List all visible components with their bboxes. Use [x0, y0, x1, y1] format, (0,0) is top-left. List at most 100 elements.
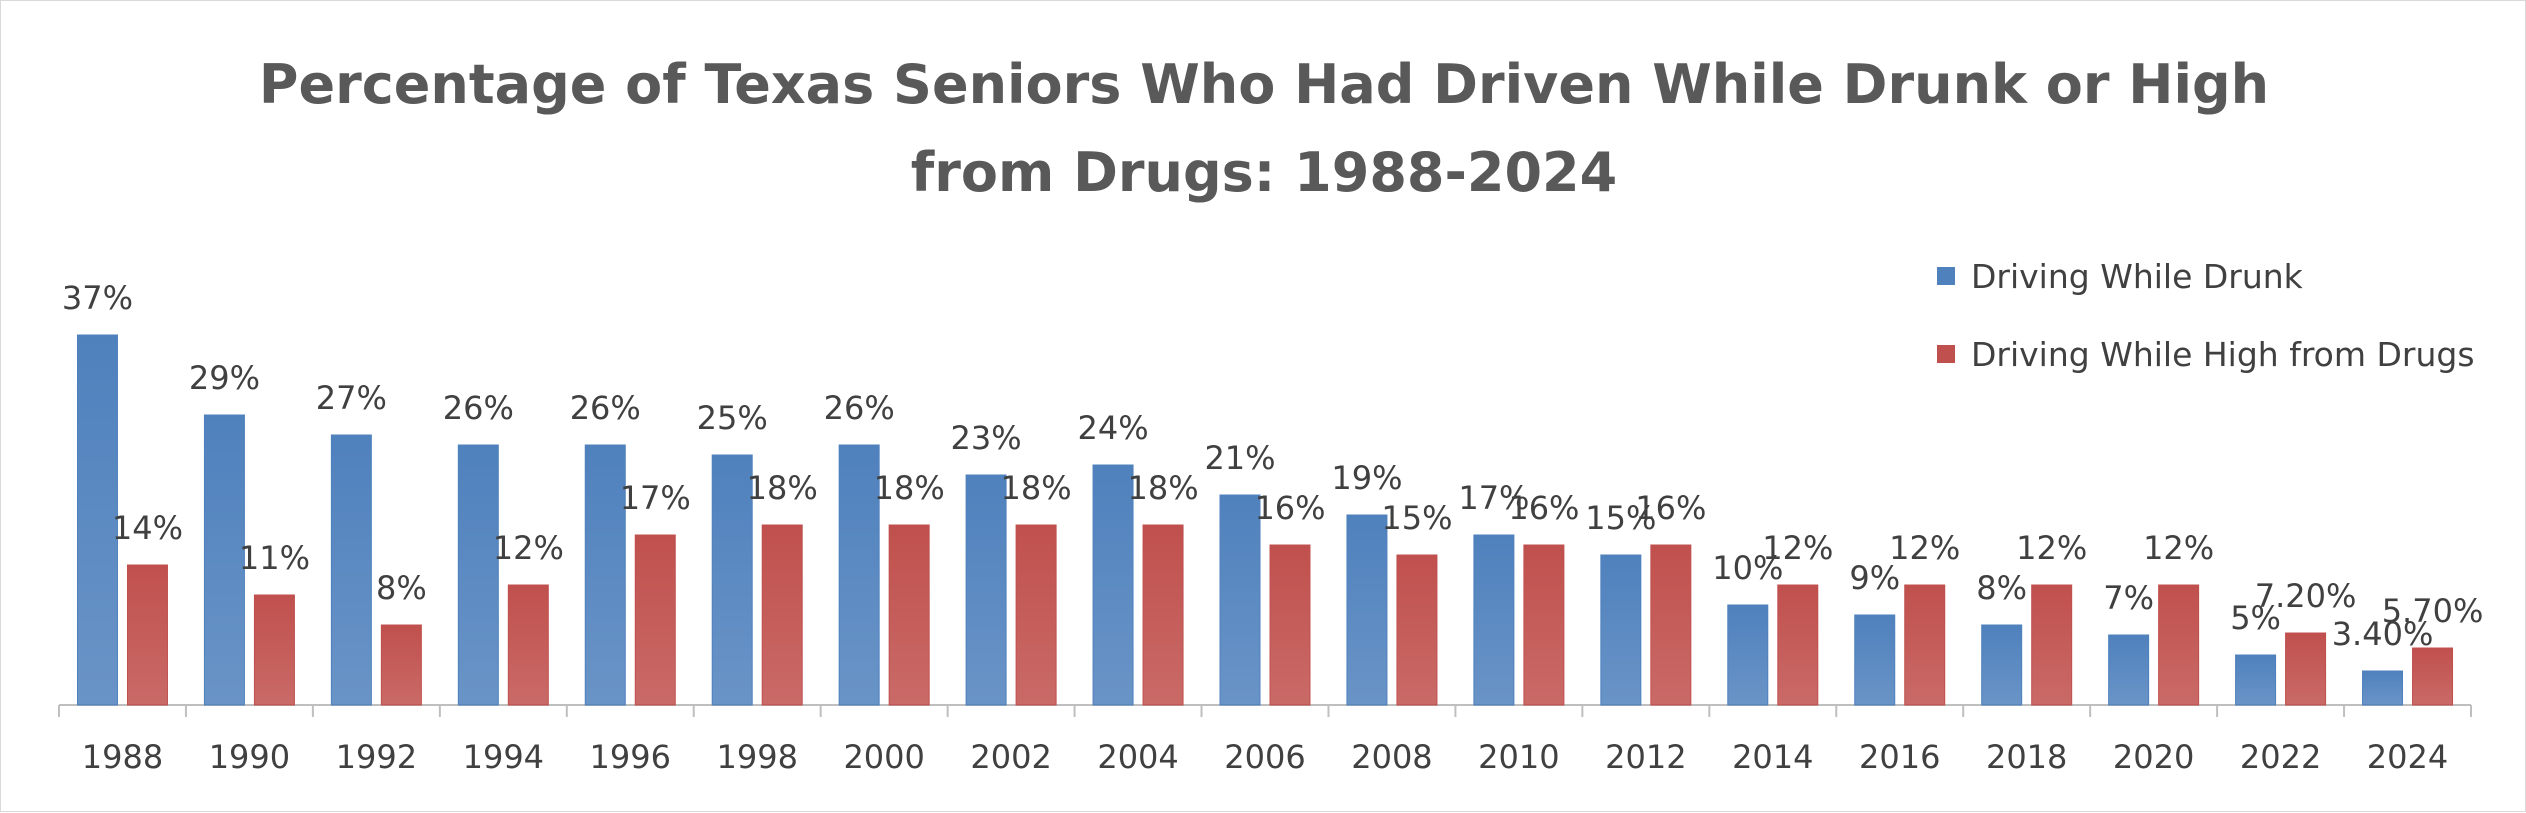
bar-driving-drunk	[965, 474, 1007, 706]
bar-driving-high	[2158, 584, 2200, 706]
data-label: 26%	[443, 389, 514, 427]
data-label: 18%	[747, 469, 818, 507]
legend-label: Driving While High from Drugs	[1971, 335, 2475, 374]
bar-driving-drunk	[1727, 604, 1769, 706]
data-label: 15%	[1585, 499, 1656, 537]
bar-driving-high	[126, 564, 168, 706]
x-tick-label: 2006	[1224, 738, 1305, 776]
bar-driving-high	[380, 624, 422, 706]
data-label: 16%	[1508, 489, 1579, 527]
data-label: 26%	[570, 389, 641, 427]
data-label: 17%	[620, 479, 691, 517]
legend-swatch	[1937, 345, 1955, 363]
data-label: 16%	[1635, 489, 1706, 527]
x-tick-label: 2016	[1859, 738, 1940, 776]
data-label: 14%	[112, 509, 183, 547]
x-tick-label: 2024	[2367, 738, 2448, 776]
x-tick-label: 2000	[843, 738, 924, 776]
data-label: 25%	[697, 399, 768, 437]
data-label: 17%	[1458, 479, 1529, 517]
plot-area: 198837%14%199029%11%199227%8%199426%12%1…	[58, 279, 2484, 776]
data-label: 15%	[1381, 499, 1452, 537]
bar-driving-drunk	[711, 454, 753, 706]
bar-driving-high	[634, 534, 676, 706]
bar-driving-drunk	[2362, 670, 2404, 706]
bar-driving-drunk	[457, 444, 499, 706]
bar-driving-drunk	[1981, 624, 2023, 706]
bar-driving-drunk	[76, 334, 118, 706]
data-label: 16%	[1254, 489, 1325, 527]
data-label: 18%	[1127, 469, 1198, 507]
bar-driving-drunk	[1092, 464, 1134, 706]
bar-driving-high	[761, 524, 803, 706]
bar-driving-high	[2412, 647, 2454, 706]
data-label: 5.70%	[2382, 592, 2484, 630]
x-tick-label: 2008	[1351, 738, 1432, 776]
bar-driving-high	[2031, 584, 2073, 706]
data-label: 5%	[2230, 599, 2281, 637]
data-label: 27%	[316, 379, 387, 417]
data-label: 7%	[2103, 579, 2154, 617]
data-label: 9%	[1849, 559, 1900, 597]
data-label: 18%	[1001, 469, 1072, 507]
x-tick-label: 2022	[2240, 738, 2321, 776]
data-label: 11%	[239, 539, 310, 577]
bar-driving-drunk	[1473, 534, 1515, 706]
bar-driving-high	[1015, 524, 1057, 706]
data-label: 3.40%	[2332, 615, 2434, 653]
data-label: 7.20%	[2255, 577, 2357, 615]
data-label: 12%	[493, 529, 564, 567]
bar-driving-high	[1269, 544, 1311, 706]
legend-label: Driving While Drunk	[1971, 257, 2304, 296]
data-label: 37%	[62, 279, 133, 317]
data-label: 8%	[1976, 569, 2027, 607]
x-tick-label: 1992	[336, 738, 417, 776]
bar-driving-high	[2285, 632, 2327, 706]
data-label: 18%	[874, 469, 945, 507]
data-label: 8%	[376, 569, 427, 607]
x-tick-label: 1998	[716, 738, 797, 776]
data-label: 10%	[1712, 549, 1783, 587]
x-tick-label: 1990	[209, 738, 290, 776]
bar-driving-high	[1142, 524, 1184, 706]
x-tick-label: 1988	[82, 738, 163, 776]
bar-driving-high	[1904, 584, 1946, 706]
x-tick-label: 2012	[1605, 738, 1686, 776]
x-tick-label: 2002	[970, 738, 1051, 776]
x-tick-label: 2014	[1732, 738, 1813, 776]
bar-driving-drunk	[1346, 514, 1388, 706]
x-tick-label: 1996	[590, 738, 671, 776]
bar-driving-high	[1650, 544, 1692, 706]
x-tick-label: 2004	[1097, 738, 1178, 776]
bar-driving-drunk	[203, 414, 245, 706]
x-tick-label: 2010	[1478, 738, 1559, 776]
bar-driving-drunk	[2235, 654, 2277, 706]
bar-driving-high	[1777, 584, 1819, 706]
data-label: 19%	[1331, 459, 1402, 497]
data-label: 12%	[1889, 529, 1960, 567]
x-tick-label: 2020	[2113, 738, 2194, 776]
bar-driving-drunk	[1854, 614, 1896, 706]
data-label: 29%	[189, 359, 260, 397]
data-label: 23%	[951, 419, 1022, 457]
data-label: 26%	[824, 389, 895, 427]
bar-driving-high	[507, 584, 549, 706]
bar-driving-high	[253, 594, 295, 706]
chart-title-line-2: from Drugs: 1988-2024	[911, 141, 1617, 204]
bar-driving-high	[888, 524, 930, 706]
bar-driving-drunk	[838, 444, 880, 706]
bar-driving-drunk	[584, 444, 626, 706]
data-label: 24%	[1077, 409, 1148, 447]
bar-driving-drunk	[1219, 494, 1261, 706]
bar-driving-drunk	[2108, 634, 2150, 706]
bar-driving-high	[1396, 554, 1438, 706]
legend-swatch	[1937, 267, 1955, 285]
x-tick-label: 2018	[1986, 738, 2067, 776]
data-label: 21%	[1204, 439, 1275, 477]
legend: Driving While Drunk Driving While High fr…	[1937, 257, 2475, 374]
chart-title-line-1: Percentage of Texas Seniors Who Had Driv…	[259, 53, 2269, 116]
data-label: 12%	[2016, 529, 2087, 567]
data-label: 12%	[2143, 529, 2214, 567]
